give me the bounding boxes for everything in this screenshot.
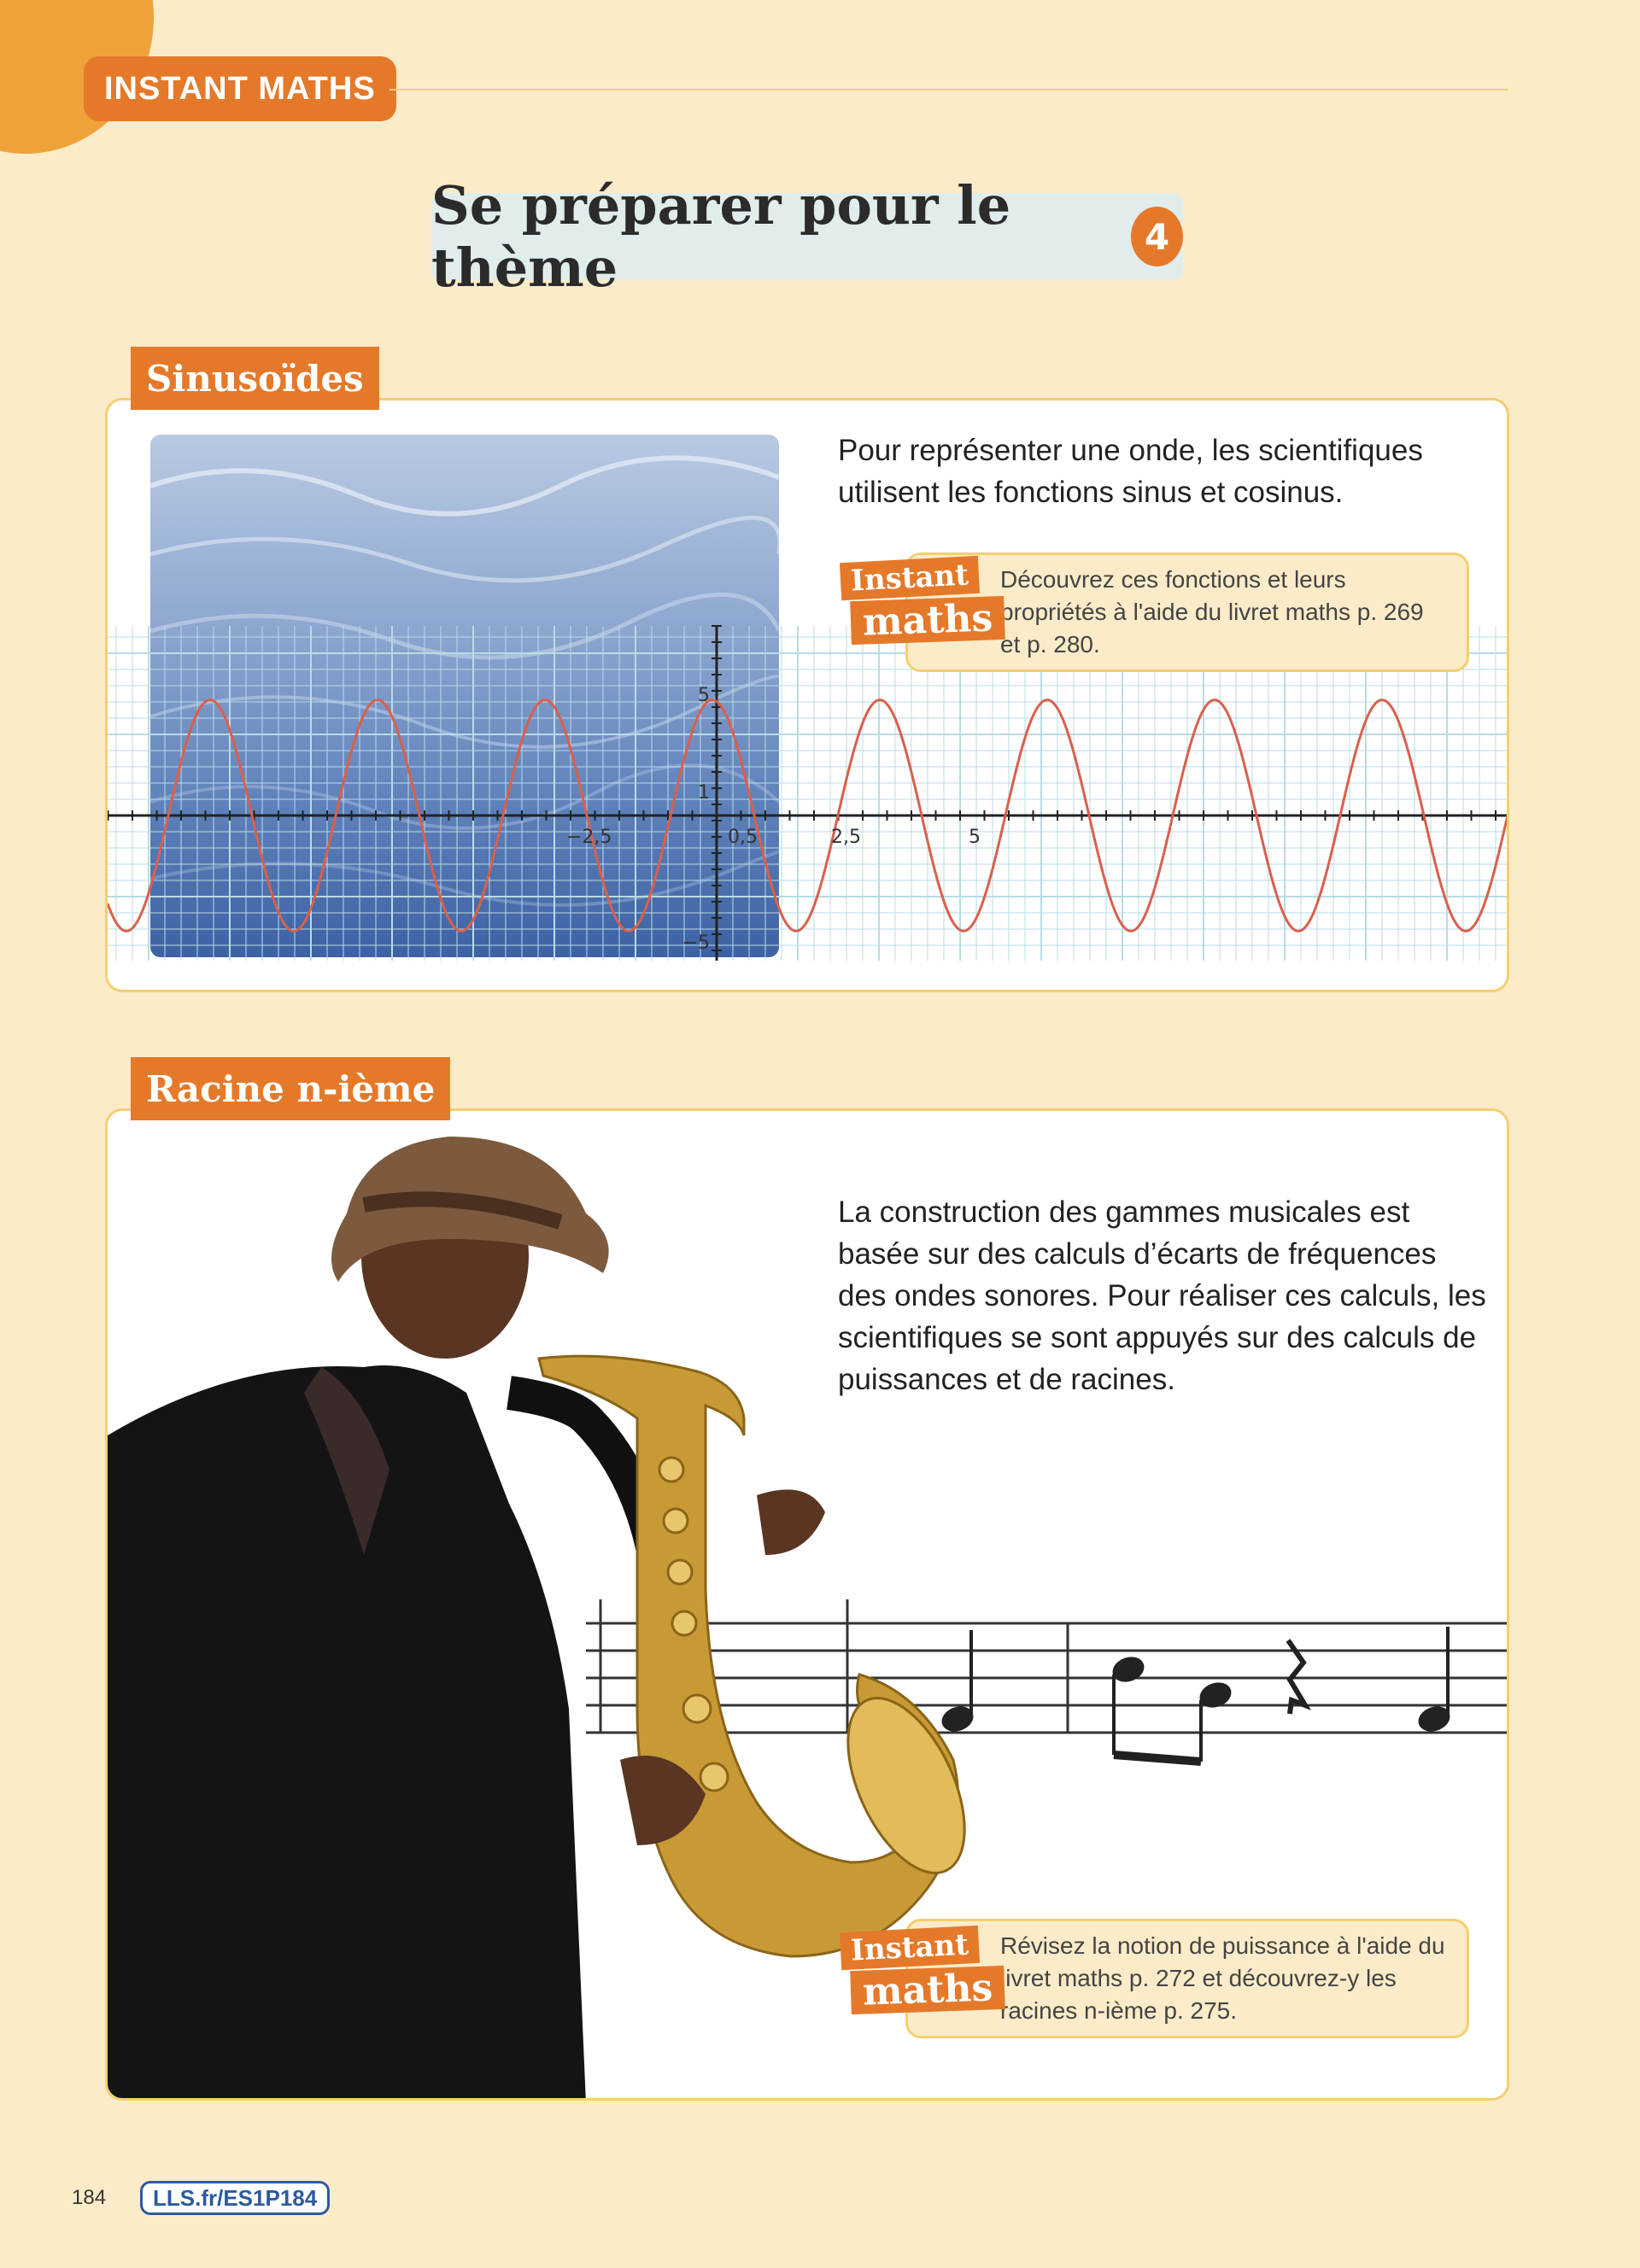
section-heading-sinusoides: Sinusoïdes [131, 347, 379, 410]
x-tick-label: 5 [969, 827, 981, 848]
sine-graph: 5 1 −5 −2,5 0,5 2,5 5 [108, 625, 1507, 961]
y-tick-label: −5 [682, 932, 710, 954]
book-url-link[interactable]: LLS.fr/ES1P184 [140, 2181, 331, 2215]
page-number: 184 [72, 2186, 107, 2209]
saxophone [537, 1354, 966, 1958]
water-photo [150, 435, 779, 957]
x-tick-label: 2,5 [831, 827, 861, 848]
instant-maths-badge: Instant maths [839, 1925, 1005, 2015]
badge-line-2: maths [850, 1965, 1005, 2015]
graph-grid [108, 626, 1507, 961]
y-tick-label: 1 [698, 782, 710, 804]
instant-maths-badge: Instant maths [839, 555, 1005, 646]
hands [620, 1489, 825, 1845]
badge-line-2: maths [850, 595, 1005, 646]
badge-line-1: Instant [839, 555, 980, 601]
section-heading-racine: Racine n-ième [131, 1057, 451, 1120]
x-tick-label: −2,5 [566, 827, 612, 848]
sine-curve [108, 699, 1507, 932]
x-tick-label: 0,5 [728, 827, 758, 848]
theme-number-badge: 4 [1131, 207, 1183, 266]
saxophone-illustration [108, 1137, 1507, 2098]
header-divider [390, 89, 1508, 91]
instant-maths-note-2: Révisez la notion de puissance à l'aide … [905, 1919, 1469, 2038]
racine-text: La construction des gammes musicales est… [838, 1195, 1486, 1396]
graph-axes [108, 625, 1507, 961]
header-label: INSTANT MATHS [84, 56, 396, 121]
music-staff [586, 1599, 1507, 1734]
y-tick-label: 5 [698, 685, 710, 706]
instant-maths-note-text: Découvrez ces fonctions et leurs proprié… [1000, 566, 1424, 658]
musician-figure [108, 1137, 671, 2098]
racine-card: La construction des gammes musicales est… [105, 1108, 1509, 2101]
music-notes [941, 1627, 1450, 1766]
page-title: Se préparer pour le thème 4 [431, 174, 1183, 299]
instant-maths-note-text: Révisez la notion de puissance à l'aide … [1000, 1932, 1445, 2024]
badge-line-1: Instant [839, 1925, 980, 1971]
page-title-text: Se préparer pour le thème [431, 174, 1011, 299]
sinusoides-card: Pour représenter une onde, les scientifi… [105, 398, 1509, 992]
sinusoides-text: Pour représenter une onde, les scientifi… [838, 434, 1423, 509]
